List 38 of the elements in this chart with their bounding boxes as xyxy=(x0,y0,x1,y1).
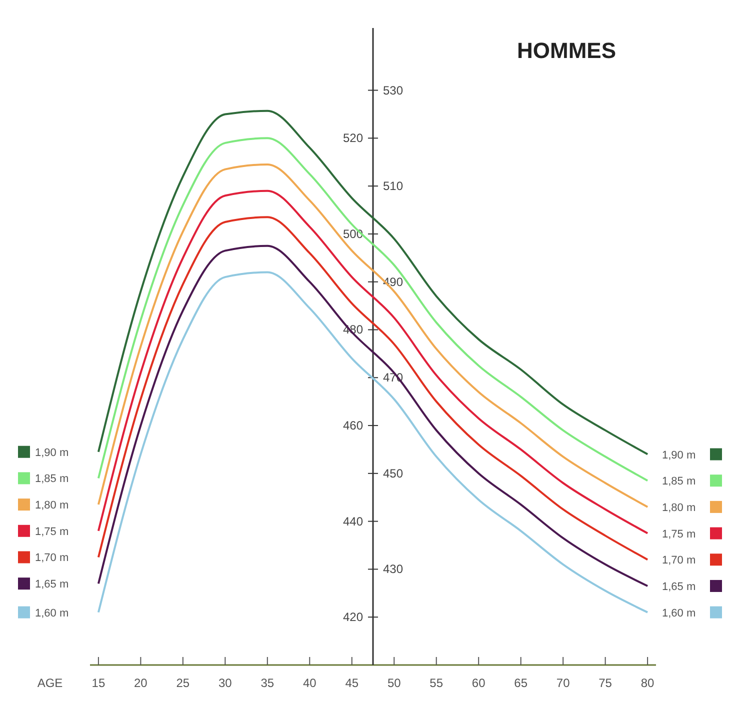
x-tick-label: 70 xyxy=(556,676,570,690)
text: 1,75 m xyxy=(662,528,696,540)
y2-tick-label: 530 xyxy=(383,83,404,98)
x-tick-label: 65 xyxy=(514,676,528,690)
legend-label: 1,65 m xyxy=(35,578,69,591)
legend-label: 1,90 m xyxy=(35,446,69,459)
x-tick-label: 50 xyxy=(387,676,402,690)
x-tick-label: 45 xyxy=(345,676,359,690)
x-tick-label: 20 xyxy=(134,676,148,690)
y-tick-label: 520 xyxy=(342,131,364,146)
x-tick-label: 75 xyxy=(598,676,612,690)
x-tick-label: 15 xyxy=(92,676,106,690)
x-axis-title: AGE xyxy=(37,676,63,690)
legend-label: 1,60 m xyxy=(35,607,69,620)
x-tick-label: 40 xyxy=(302,676,317,690)
x-tick-label: 60 xyxy=(472,676,486,690)
text: 1,80 m xyxy=(662,502,696,514)
x-tick-label: 80 xyxy=(640,676,655,690)
y-tick-label: 460 xyxy=(342,418,364,433)
text: 1,65 m xyxy=(662,580,696,593)
legend-label: 1,80 m xyxy=(35,500,69,512)
text: HOMMES xyxy=(517,38,616,63)
text: 1,60 m xyxy=(662,607,696,620)
legend-label: 1,70 m xyxy=(35,552,69,564)
y2-tick-label: 450 xyxy=(383,466,404,480)
x-tick-label: 25 xyxy=(176,676,190,690)
legend-label: 1,85 m xyxy=(35,473,69,486)
x-tick-label: 55 xyxy=(430,676,444,690)
legend-label: 1,75 m xyxy=(35,526,69,538)
y2-tick-label: 430 xyxy=(383,562,404,576)
y2-tick-label: 510 xyxy=(383,179,404,194)
x-tick-label: 35 xyxy=(260,676,274,690)
x-tick-label: 30 xyxy=(218,676,232,690)
text: 1,90 m xyxy=(662,449,696,462)
y-tick-label: 440 xyxy=(342,514,364,528)
y-tick-label: 420 xyxy=(342,610,364,624)
text: 1,85 m xyxy=(662,476,696,488)
text: 1,70 m xyxy=(662,554,696,567)
